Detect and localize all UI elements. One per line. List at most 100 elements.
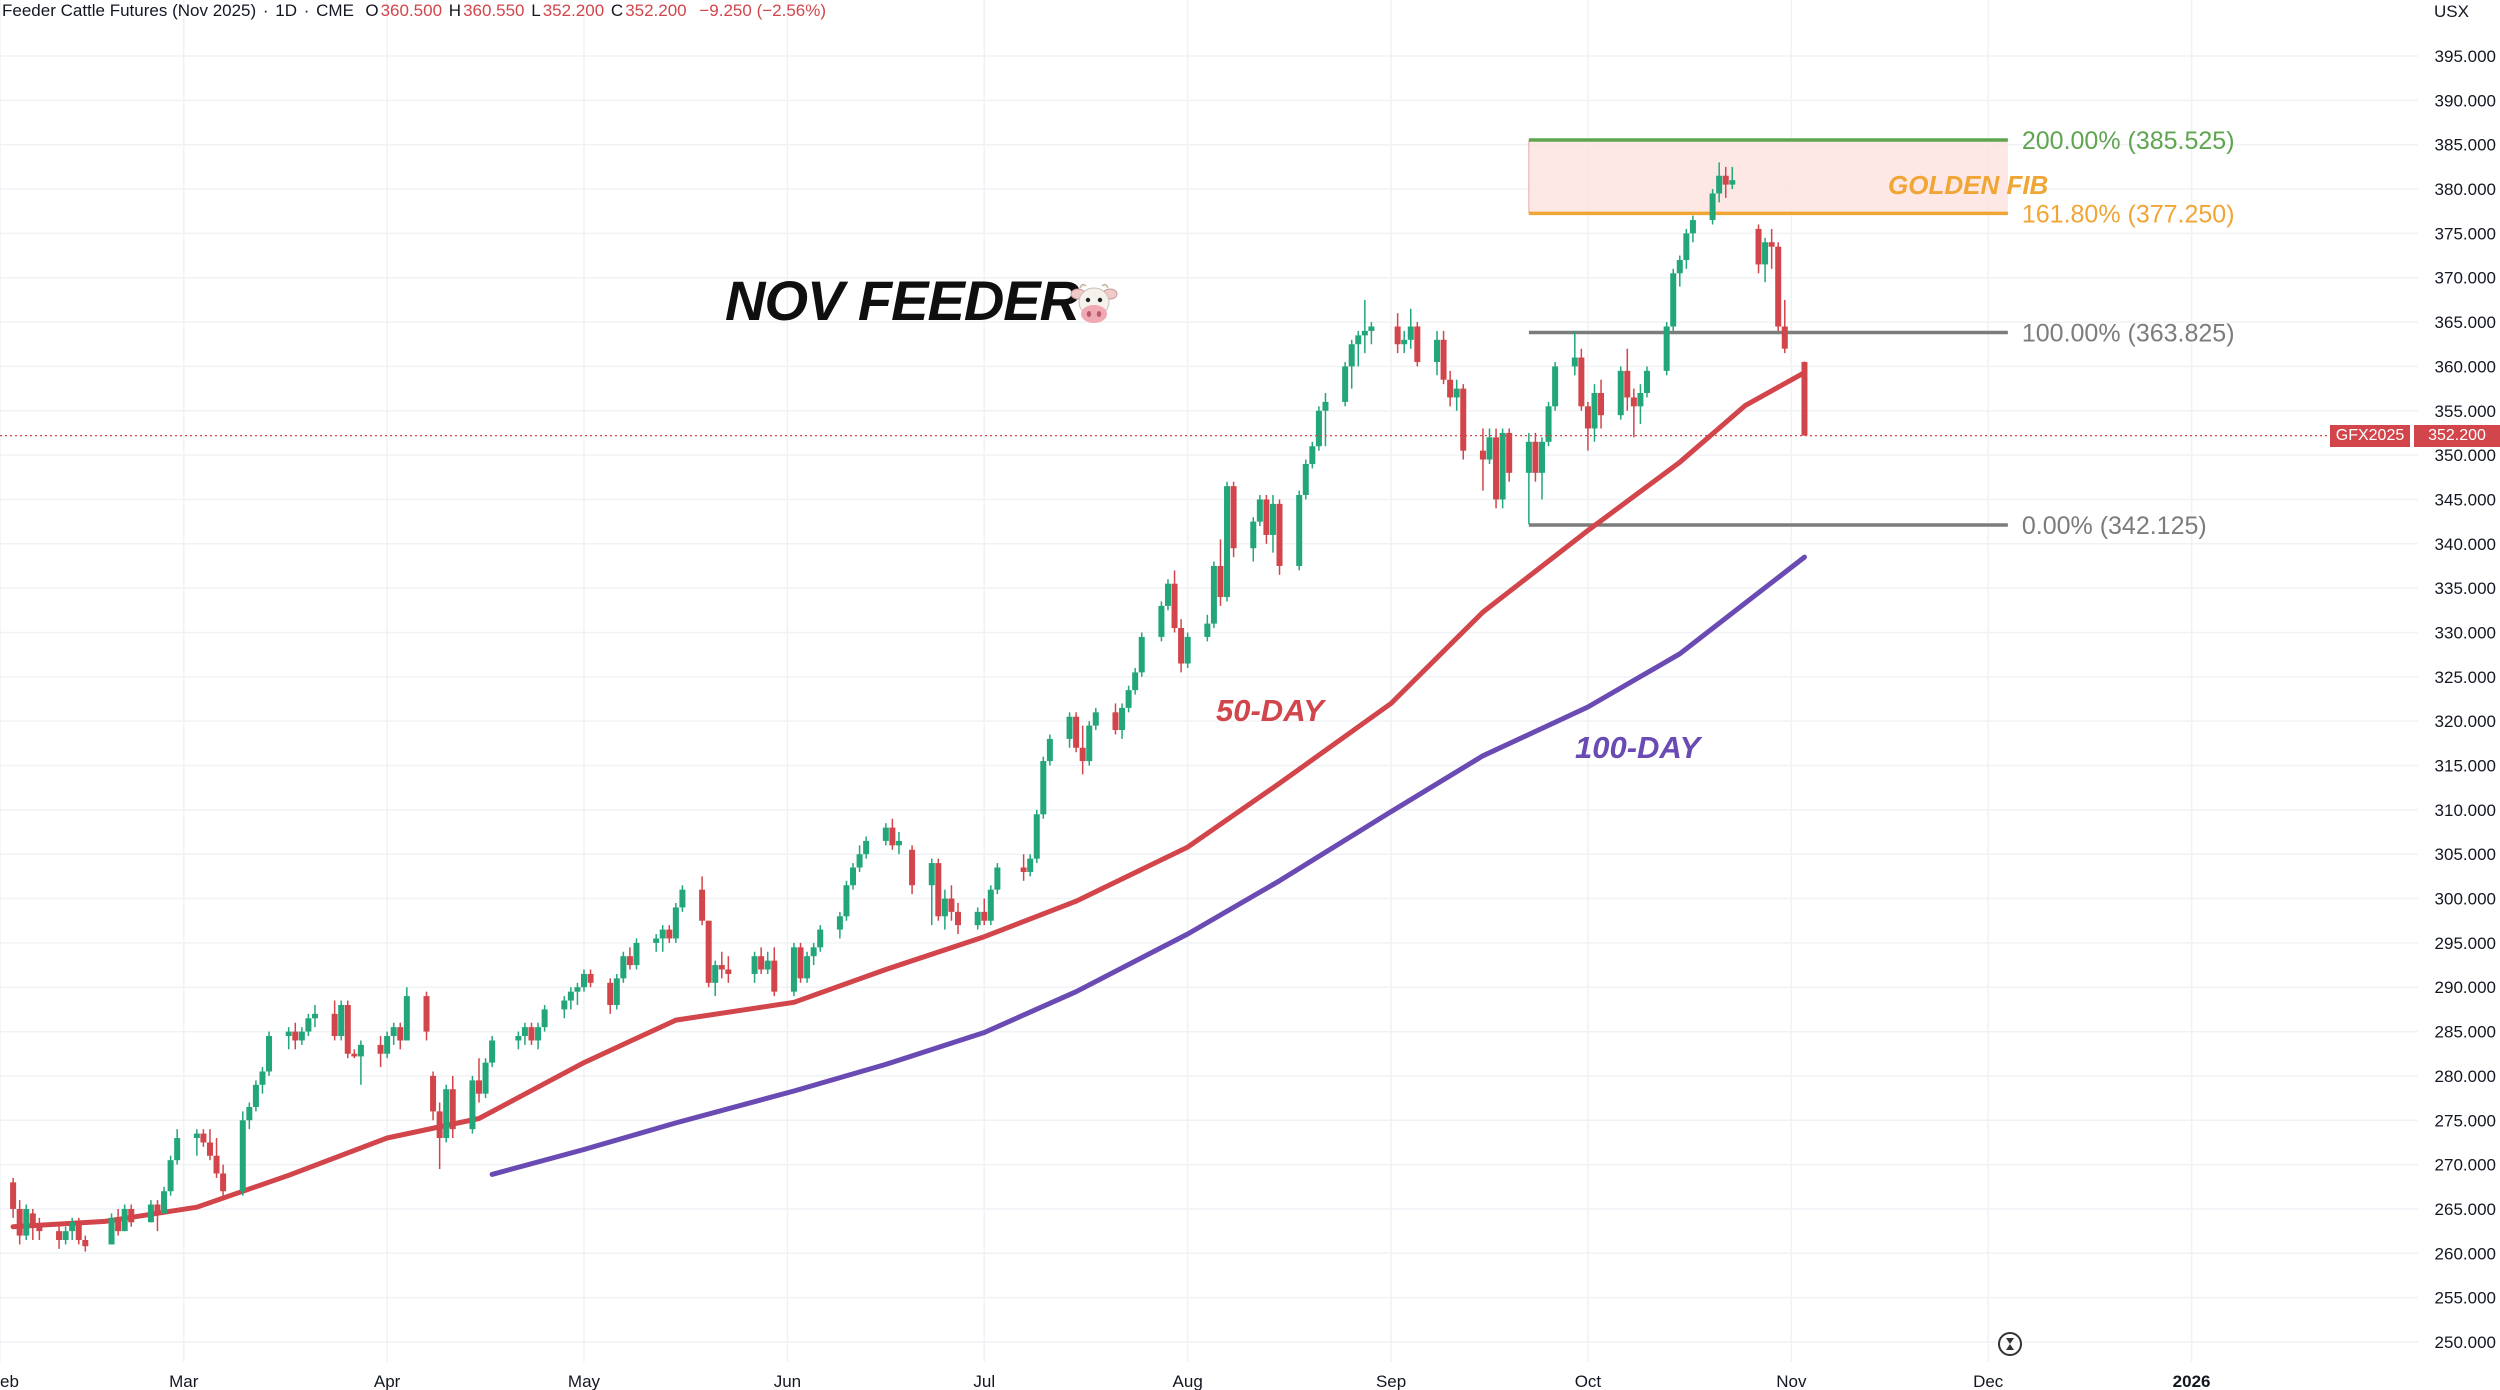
- candle-body: [1394, 326, 1401, 345]
- candle-body: [850, 867, 857, 886]
- candle: [423, 991, 430, 1041]
- candle-body: [580, 973, 587, 988]
- fib-level-label: 100.00% (363.825): [2022, 319, 2235, 347]
- candle-body: [1486, 437, 1493, 460]
- price-tick-label: 295.000: [2435, 934, 2496, 953]
- candle: [1020, 854, 1027, 881]
- candle: [1040, 756, 1047, 819]
- candle: [56, 1222, 63, 1249]
- candle: [1315, 406, 1322, 451]
- candle: [1801, 361, 1808, 436]
- candle: [397, 1022, 404, 1050]
- price-tick-label: 325.000: [2435, 668, 2496, 687]
- candle: [121, 1204, 128, 1232]
- candle-body: [856, 854, 863, 868]
- candle: [889, 818, 896, 850]
- candle: [1033, 809, 1040, 864]
- candle: [810, 942, 817, 966]
- candle: [941, 889, 948, 930]
- candle-body: [672, 907, 679, 939]
- candle: [771, 947, 778, 997]
- candle-body: [75, 1222, 82, 1241]
- candle: [1092, 707, 1099, 731]
- price-axis: 250.000 255.000 260.000 265.000 270.000 275.0…: [2435, 47, 2496, 1352]
- candle-body: [935, 863, 942, 917]
- candle-body: [817, 929, 824, 948]
- candle-body: [528, 1027, 535, 1041]
- candle-body: [377, 1044, 384, 1054]
- candle: [220, 1164, 227, 1201]
- candle-body: [889, 827, 896, 846]
- price-tick-label: 345.000: [2435, 490, 2496, 509]
- candle: [1722, 166, 1729, 198]
- candle: [1256, 495, 1263, 527]
- price-tick-label: 370.000: [2435, 269, 2496, 288]
- candle: [804, 951, 811, 983]
- candle: [1184, 632, 1191, 668]
- candle: [246, 1102, 253, 1130]
- candle-body: [1361, 330, 1368, 336]
- candle-body: [1722, 175, 1729, 185]
- candle-body: [1027, 858, 1034, 872]
- candle: [626, 947, 633, 970]
- price-tick-label: 395.000: [2435, 47, 2496, 66]
- candle: [108, 1213, 115, 1245]
- candle-body: [758, 956, 765, 970]
- candle: [1755, 224, 1762, 274]
- price-tick-label: 390.000: [2435, 91, 2496, 110]
- candle-body: [1768, 242, 1775, 247]
- candle-body: [1525, 441, 1532, 473]
- candle-body: [489, 1040, 496, 1063]
- candle: [1768, 228, 1775, 269]
- symbol-legend: Feeder Cattle Futures (Nov 2025) · 1D · …: [2, 1, 827, 20]
- candle-body: [1683, 233, 1690, 260]
- candle: [200, 1129, 207, 1147]
- price-tick-label: 260.000: [2435, 1244, 2496, 1263]
- candle-body: [476, 1080, 483, 1094]
- candle: [1066, 712, 1073, 748]
- candle: [193, 1129, 200, 1156]
- candle: [1643, 366, 1650, 398]
- candle-body: [1132, 672, 1139, 691]
- price-tick-label: 290.000: [2435, 978, 2496, 997]
- candle-body: [955, 911, 962, 926]
- candle-body: [948, 898, 955, 912]
- candle: [403, 987, 410, 1041]
- candle: [1079, 725, 1086, 775]
- candle-body: [751, 956, 758, 974]
- candle-body: [23, 1208, 30, 1236]
- candle-body: [790, 947, 797, 992]
- price-tick-label: 375.000: [2435, 224, 2496, 243]
- candle: [1716, 162, 1723, 203]
- price-tick-label: 380.000: [2435, 180, 2496, 199]
- candle-body: [797, 947, 804, 979]
- candle: [1269, 495, 1276, 553]
- replay-icon[interactable]: [1997, 1331, 2023, 1357]
- candle-body: [1624, 370, 1631, 398]
- candle-body: [246, 1106, 253, 1121]
- candle: [1479, 428, 1486, 491]
- candle: [1394, 313, 1401, 354]
- candle-body: [338, 1004, 345, 1037]
- candle: [1775, 242, 1782, 331]
- price-tick-label: 355.000: [2435, 402, 2496, 421]
- candle: [797, 942, 804, 983]
- legend-close-label: C: [610, 1, 624, 20]
- candle: [1276, 499, 1283, 575]
- currency-label[interactable]: USX: [2434, 2, 2469, 21]
- candle-body: [1676, 259, 1683, 274]
- candle-body: [535, 1027, 542, 1041]
- time-tick-label: Oct: [1575, 1372, 1602, 1390]
- candle: [1224, 481, 1231, 602]
- candle-body: [659, 929, 666, 939]
- legend-interval: 1D: [275, 1, 298, 20]
- candle-body: [1296, 495, 1303, 566]
- candle-body: [1250, 521, 1257, 549]
- candle: [1584, 401, 1591, 451]
- candle-body: [69, 1222, 76, 1232]
- candle-body: [82, 1240, 89, 1247]
- candle: [1073, 712, 1080, 753]
- candle-body: [863, 840, 870, 855]
